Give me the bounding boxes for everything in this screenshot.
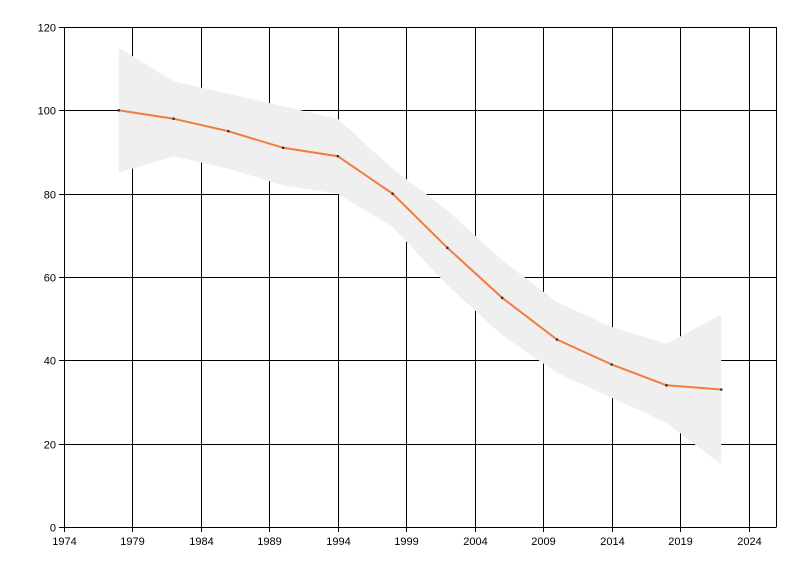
x-tick-label-1974: 1974 [52,536,76,548]
y-tick-label-20: 20 [44,440,56,452]
x-tick-label-2004: 2004 [463,536,487,548]
data-point-2018 [665,384,668,387]
y-tick-label-0: 0 [50,523,56,535]
y-tick-label-100: 100 [38,106,56,118]
y-tick-label-80: 80 [44,190,56,202]
y-tick-label-40: 40 [44,356,56,368]
x-tick-label-1989: 1989 [257,536,281,548]
x-tick-label-1984: 1984 [189,536,213,548]
data-point-1990 [281,146,285,150]
x-tick-label-1979: 1979 [120,536,144,548]
data-point-2014 [610,363,613,366]
data-point-1998 [391,192,394,195]
x-tick-label-1994: 1994 [326,536,350,548]
axes [59,27,777,532]
confidence-band [118,47,722,465]
x-tick-label-2024: 2024 [737,536,761,548]
data-point-1982 [172,117,175,120]
confidence-band-0 [118,47,722,465]
data-point-2002 [446,246,449,250]
data-point-1994 [336,154,340,158]
data-point-1986 [227,129,230,133]
y-tick-label-120: 120 [38,23,56,35]
tick-labels: 0 20 40 60 80 100 120 1974 1979 1984 1989 1994 1999 2… [38,23,762,549]
series-lines [118,109,722,391]
x-tick-label-2019: 2019 [668,536,692,548]
data-point-1978 [117,109,121,112]
data-point-2010 [555,338,559,341]
x-tick-label-1999: 1999 [394,536,418,548]
y-tick-label-60: 60 [44,273,56,285]
series-line-0 [118,109,722,391]
x-tick-label-2014: 2014 [600,536,624,548]
data-point-2006 [500,296,504,300]
x-tick-label-2009: 2009 [531,536,555,548]
data-point-2022 [719,388,723,391]
series-points [117,109,723,391]
